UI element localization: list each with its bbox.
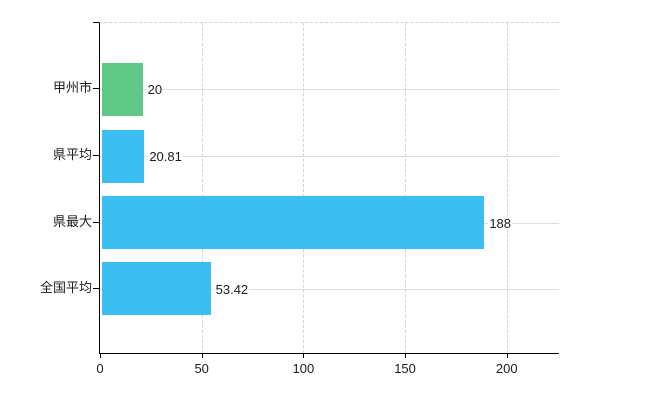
vertical-gridline [506, 23, 508, 353]
value-label: 188 [488, 215, 513, 231]
category-label: 甲州市 [52, 80, 92, 95]
x-axis-tick-label: 100 [292, 361, 315, 376]
vertical-gridline [405, 23, 407, 353]
category-label: 県平均 [52, 147, 92, 162]
bar-県最大 [102, 196, 485, 249]
vertical-gridline [303, 23, 305, 353]
y-axis-tick [93, 287, 99, 289]
horizontal-gridline [100, 89, 559, 90]
category-label: 県最大 [52, 213, 92, 229]
value-label: 20 [146, 82, 164, 97]
x-axis-tick [405, 353, 407, 358]
y-axis-tick [93, 155, 99, 156]
y-axis-tick [93, 88, 99, 89]
horizontal-gridline [100, 156, 559, 157]
x-axis-tick [303, 353, 305, 358]
x-axis-tick [201, 353, 203, 358]
x-axis-tick-label: 0 [96, 361, 104, 376]
x-axis-tick-label: 200 [495, 361, 518, 376]
y-axis-top-tick [93, 22, 99, 23]
x-axis-tick [100, 353, 101, 358]
value-label: 53.42 [214, 281, 250, 297]
bar-全国平均 [102, 262, 211, 315]
value-label: 20.81 [148, 149, 183, 164]
vertical-gridline [201, 23, 203, 353]
y-axis-tick [93, 221, 99, 223]
x-axis-tick [506, 353, 508, 358]
category-label: 全国平均 [39, 279, 92, 295]
x-axis-tick-label: 50 [194, 361, 209, 376]
bar-甲州市 [102, 62, 143, 116]
x-axis-tick-label: 150 [394, 361, 416, 376]
bar-県平均 [102, 129, 145, 183]
plot-area: 20 20.81 188 53.42 [99, 22, 559, 354]
horizontal-gridline [100, 288, 559, 290]
